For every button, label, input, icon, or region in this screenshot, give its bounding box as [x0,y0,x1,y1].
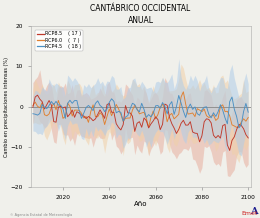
Text: © Agencia Estatal de Meteorología: © Agencia Estatal de Meteorología [10,213,73,217]
Legend: RCP8.5    ( 17 ), RCP6.0    (  7 ), RCP4.5    ( 18 ): RCP8.5 ( 17 ), RCP6.0 ( 7 ), RCP4.5 ( 18… [35,30,83,51]
X-axis label: Año: Año [134,201,147,207]
Title: CANTÁBRICO OCCIDENTAL
ANUAL: CANTÁBRICO OCCIDENTAL ANUAL [90,4,191,25]
Text: A: A [250,207,257,216]
Text: Emet: Emet [241,211,257,216]
Y-axis label: Cambio en precipitaciones intensas (%): Cambio en precipitaciones intensas (%) [4,56,9,157]
